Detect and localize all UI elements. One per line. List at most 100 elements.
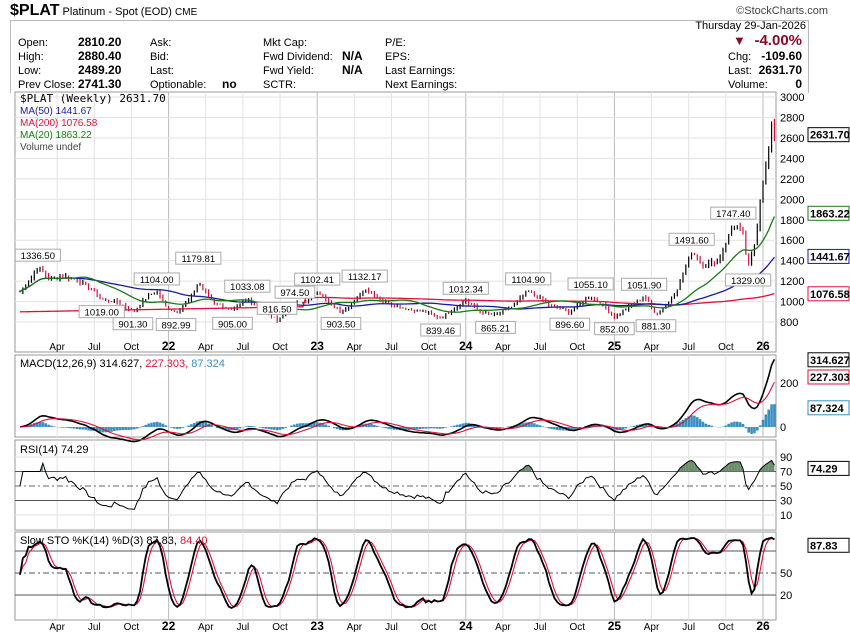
macd-hist-bar (630, 426, 633, 427)
macd-hist-bar (35, 422, 39, 427)
macd-hist-bar (541, 426, 545, 427)
legend-ma20: MA(20) 1863.22 (20, 130, 92, 141)
macd-hist-bar (415, 427, 419, 430)
ask-label: Ask: (150, 37, 172, 49)
sto-k-line (19, 536, 775, 610)
price-tick-label: 1800 (780, 215, 804, 227)
rsi-tag-box (807, 460, 850, 476)
annotation-label: 1179.81 (181, 254, 215, 265)
annotation-box (274, 285, 316, 299)
macd-hist-bar (313, 422, 316, 427)
macd-tag: 314.627 (810, 355, 850, 367)
price-tick-label: 2200 (780, 174, 804, 186)
macd-hist-bar (498, 427, 502, 429)
macd-hist-bar (290, 425, 293, 427)
hist-tag-box (807, 400, 850, 416)
rsi-overbought-fill (771, 460, 775, 472)
macd-hist-bar (47, 424, 50, 427)
macd-label: MACD(12,26,9) 314.627, (20, 358, 143, 370)
macd-hist-bar (750, 427, 753, 434)
annotation-label: 1033.08 (230, 282, 264, 293)
x-tick-label-bottom: Jul (88, 622, 101, 633)
rsi-tick-label: 10 (780, 510, 792, 522)
macd-hist-bar (633, 425, 636, 427)
x-tick-label: 22 (162, 339, 176, 353)
macd-hist-bar (270, 427, 273, 430)
macd-tick-label: 0 (780, 422, 786, 434)
macd-hist-bar (450, 426, 453, 427)
macd-hist-bar (144, 424, 148, 427)
annotation-label: 1336.50 (21, 251, 55, 262)
annotation-box (133, 272, 180, 286)
macd-hist-bar (75, 427, 79, 430)
macd-hist-bar (267, 427, 270, 430)
panel-frame-2 (14, 439, 777, 531)
x-tick-label-bottom: Oct (718, 622, 734, 633)
macd-hist-bar (698, 419, 702, 427)
title-bar: $PLAT Platinum - Spot (EOD) CME (10, 2, 197, 22)
price-tick-label: 2400 (780, 153, 804, 165)
open-label: Open: (18, 37, 48, 49)
rsi-overbought-fill (685, 461, 689, 472)
macd-hist-bar (761, 419, 765, 427)
macd-hist-bar (464, 422, 468, 427)
macd-hist-bar (52, 426, 56, 427)
rsi-overbought-fill (528, 465, 532, 472)
macd-hist-bar (727, 423, 731, 427)
macd-hist-bar (310, 422, 313, 427)
macd-hist-bar (755, 427, 759, 431)
macd-hist-bar (590, 424, 593, 427)
macd-hist-bar (593, 424, 596, 427)
macd-hist-bar (44, 423, 48, 427)
last-price-value: 2631.70 (758, 63, 802, 77)
macd-hist-bar (327, 425, 330, 427)
x-tick-label-bottom: 25 (608, 619, 622, 633)
ma20-tag: 1863.22 (810, 208, 850, 220)
macd-hist-bar (767, 409, 771, 427)
x-tick-label-bottom: Oct (421, 622, 437, 633)
macd-hist-bar (235, 427, 239, 430)
annotation-label: 1329.00 (731, 276, 765, 287)
annotation-label: 1104.00 (140, 275, 174, 286)
macd-hist-bar (747, 427, 751, 433)
volume-label: Volume: (728, 79, 768, 91)
macd-hist-bar (390, 427, 393, 430)
macd-hist-bar (684, 418, 688, 427)
x-tick-label-bottom: Jul (682, 622, 695, 633)
last-price-label: Last: (728, 65, 752, 77)
macd-hist-bar (50, 425, 53, 427)
macd-hist-bar (610, 427, 613, 430)
macd-hist-bar (301, 423, 305, 427)
macd-hist-bar (570, 427, 573, 431)
rsi-overbought-fill (765, 462, 769, 472)
macd-hist-bar (644, 423, 648, 427)
macd-hist-bar (418, 427, 422, 430)
legend-macd: MACD(12,26,9) 314.627, 227.303, 87.324 (20, 357, 225, 371)
price-tick-label: 2000 (780, 194, 804, 206)
macd-hist-bar (295, 423, 299, 427)
macd-hist-bar (495, 427, 499, 429)
macd-hist-bar (681, 419, 685, 427)
price-tick-label: 3000 (780, 92, 804, 104)
rsi-tick-label: 50 (780, 481, 792, 493)
rsi-overbought-fill (688, 460, 692, 472)
macd-hist-bar (773, 404, 776, 427)
macd-hist-bar (404, 427, 408, 431)
macd-hist-bar (61, 427, 65, 428)
macd-hist-bar (155, 421, 159, 427)
annotation-label: 1055.10 (573, 280, 607, 291)
macd-hist-bar (281, 427, 285, 429)
fwd-dividend-value: N/A (342, 49, 363, 63)
macd-hist-bar (170, 427, 173, 428)
macd-hist-bar (461, 423, 465, 427)
macd-hist-bar (133, 427, 136, 430)
macd-hist-bar (72, 427, 76, 429)
macd-hist-bar (547, 427, 550, 429)
macd-tick-label: 200 (780, 378, 798, 390)
annotation-box (175, 251, 222, 265)
macd-hist-bar (701, 421, 705, 427)
annotation-box (567, 277, 614, 291)
annotation-box (420, 323, 461, 337)
low-value: 2489.20 (78, 63, 122, 77)
macd-hist-bar (538, 425, 542, 427)
